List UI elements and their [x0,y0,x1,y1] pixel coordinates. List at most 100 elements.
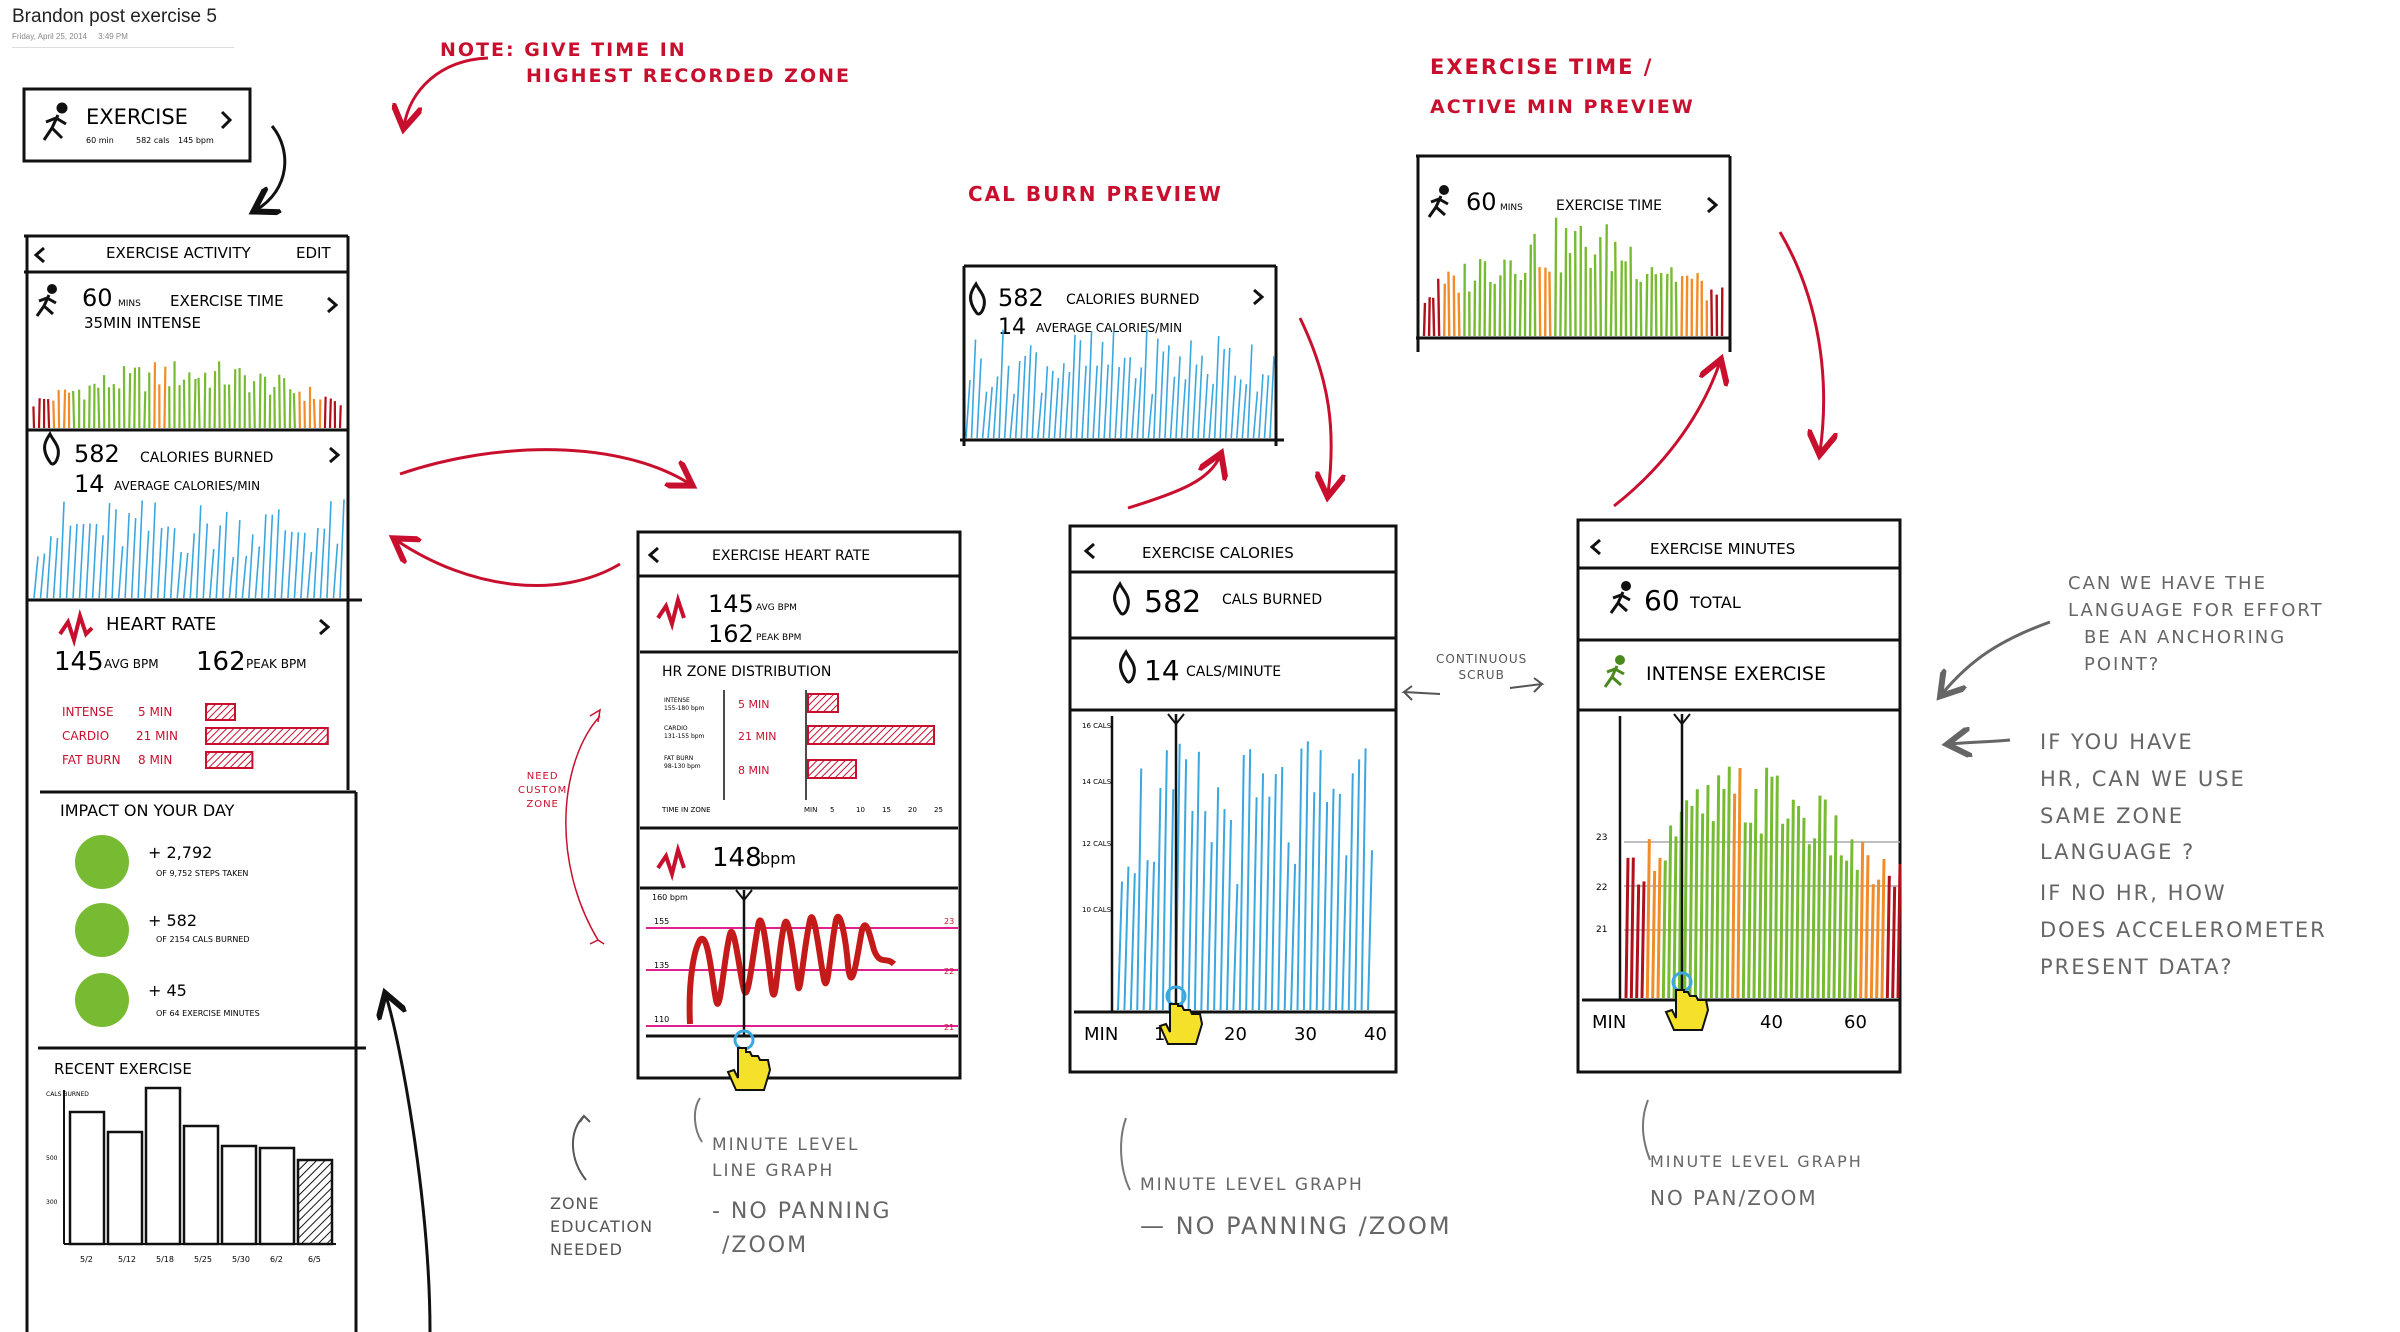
svg-text:12 CALS: 12 CALS [1082,840,1112,848]
svg-text:21: 21 [1596,925,1607,935]
chart-line [130,518,137,599]
svg-text:+ 582: + 582 [148,911,197,930]
chart-bar [1795,805,1801,999]
impact-calories: + 582 OF 2154 CALS BURNED [75,903,250,957]
back-chevron-icon[interactable] [1589,538,1601,556]
activity-calories-row[interactable]: 582 CALORIES BURNED 14 AVERAGE CALORIES/… [27,431,362,602]
chart-line [1103,364,1109,439]
chart-line [987,386,993,439]
chart-line [1219,809,1226,1011]
chart-bar [1709,821,1715,999]
svg-text:135: 135 [654,961,669,970]
recent-tick-label: 5/25 [194,1255,212,1264]
chart-line [124,513,130,599]
pointer-hand-icon [1158,985,1204,1045]
exercise-time-preview-card[interactable]: 60 MINS EXERCISE TIME [1416,154,1732,352]
chart-line [208,549,215,599]
calories-graph[interactable]: 16 CALS 14 CALS 12 CALS 10 CALS MIN10203… [1074,713,1396,1045]
chart-bar [1672,836,1678,999]
svg-text:21 MIN: 21 MIN [136,729,178,743]
note-cal-graph: MINUTE LEVEL GRAPH — NO PANNING /ZOOM [1140,1175,1452,1240]
svg-text:110: 110 [654,1015,669,1024]
svg-text:EXERCISE TIME: EXERCISE TIME [170,292,284,310]
chart-line [1322,801,1329,1011]
chart-line [98,535,104,599]
chart-line [1048,370,1054,439]
chart-bar [1650,267,1654,337]
preview-calorie-lines [965,329,1275,439]
chart-bar [1800,817,1806,999]
chevron-right-icon [1253,288,1265,306]
chart-line [1020,355,1027,439]
chart-line [293,532,300,599]
chart-bar [1427,297,1431,337]
svg-text:CARDIO: CARDIO [664,725,688,732]
chart-line [137,500,143,599]
hr-axis-tick: 15 [882,806,891,814]
chart-bar [37,398,41,429]
chart-line [1153,338,1159,439]
chart-bar [1779,823,1785,999]
chart-bar [1667,825,1673,999]
chart-bar [1624,857,1630,999]
svg-text:155: 155 [654,917,669,926]
back-chevron-icon[interactable] [33,246,45,264]
chart-bar [1853,869,1859,999]
chart-bar [182,379,186,429]
chart-bar [97,387,101,429]
chart-line [1193,751,1200,1011]
activity-time-row[interactable]: 60 MINS EXERCISE TIME 35MIN INTENSE [27,284,348,432]
back-chevron-icon[interactable] [1083,542,1095,560]
svg-text:MINS: MINS [118,299,141,309]
chart-bar [1619,260,1623,337]
chart-line [1161,750,1168,1011]
activity-time-bars [32,361,342,429]
svg-text:10 CALS: 10 CALS [1082,906,1112,914]
svg-text:FAT BURN: FAT BURN [62,753,121,767]
note-zone-education: ZONE EDUCATION NEEDED [550,1194,654,1260]
chart-line [202,523,209,599]
pointer-hand-icon [1664,971,1710,1031]
chart-line [1031,352,1038,439]
chart-line [104,503,111,599]
chart-line [1070,334,1076,439]
chart-line [1232,884,1239,1011]
minutes-graph[interactable]: 23 22 21 MIN204060 [1582,713,1902,1033]
heart-rate-icon [58,608,94,648]
chart-line [1155,787,1162,1011]
chart-line [1213,335,1220,439]
back-chevron-icon[interactable] [647,546,659,564]
exercise-card[interactable]: EXERCISE 60 min 582 cals 145 bpm [22,87,252,163]
recent-bar [106,1130,144,1246]
calorie-burn-preview-card[interactable]: 582 CALORIES BURNED 14 AVERAGE CALORIES/… [960,264,1284,446]
chart-line [965,379,971,439]
zone-bar [205,703,236,721]
svg-text:CALORIES BURNED: CALORIES BURNED [1066,292,1199,308]
svg-text:60: 60 [1644,584,1680,617]
exercise-card-stat-bpm: 145 bpm [178,136,214,145]
chart-bar [278,374,281,429]
chart-bar [153,362,157,429]
chart-line [85,523,91,599]
svg-text:148: 148 [712,843,762,873]
hr-line-graph[interactable]: 160 bpm 155 135 110 23 22 21 [646,889,958,1091]
chart-line [1341,855,1348,1011]
chart-bar [1538,267,1542,337]
page-time: 3:49 PM [98,32,128,41]
svg-text:23: 23 [1596,833,1607,843]
recent-tick-label: 5/18 [156,1255,174,1264]
chart-bar [1710,289,1714,337]
chart-line [176,551,183,599]
activity-zone-bars [205,703,329,769]
chevron-right-icon [319,618,331,636]
chart-line [1328,788,1335,1011]
note-hr-zone-language: IF YOU HAVE HR, CAN WE USE SAME ZONE LAN… [2040,730,2327,979]
chart-line [1180,379,1187,439]
chart-bar [1674,281,1678,337]
svg-text:AVG BPM: AVG BPM [104,657,159,671]
chart-bar [1880,858,1886,999]
activity-edit-button[interactable]: EDIT [296,244,331,262]
chart-bar [1704,785,1710,999]
chart-line [1197,355,1203,439]
activity-heart-rate-row[interactable]: HEART RATE 145 AVG BPM 162 PEAK BPM INTE… [40,608,356,794]
